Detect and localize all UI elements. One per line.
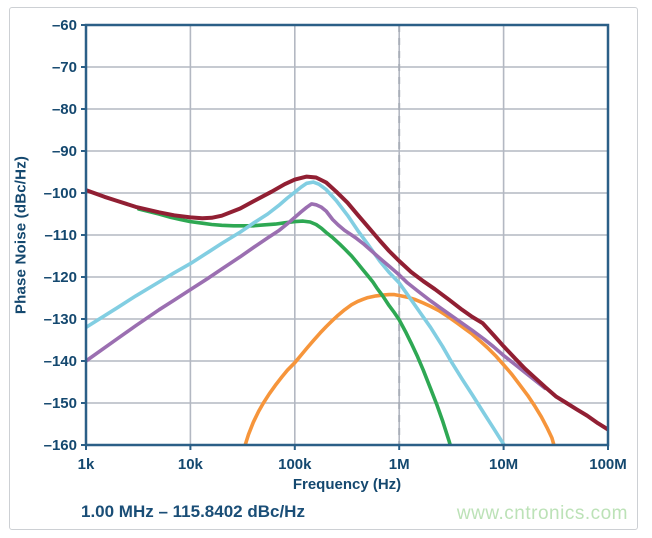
series-dark-red [86,174,608,432]
x-tick-label: 1M [389,456,410,473]
y-tick-label: –70 [52,59,77,76]
y-axis-title: Phase Noise (dBc/Hz) [12,155,30,315]
y-tick-label: –110 [44,227,77,244]
y-tick-label: –80 [52,101,77,118]
y-tick-label: –120 [44,269,77,286]
watermark-text: www.cntronics.com [456,503,628,524]
x-tick-label: 1k [78,456,95,473]
y-tick-label: –160 [44,437,77,454]
series-green [136,207,453,445]
y-tick-label: –150 [44,395,77,412]
image-border [9,7,638,530]
x-tick-label: 10k [178,456,204,473]
y-tick-label: –130 [44,311,77,328]
x-tick-label: 100k [278,456,312,473]
series-orange [243,292,556,445]
x-axis-title: Frequency (Hz) [292,476,402,493]
marker-readout-caption: 1.00 MHz – 115.8402 dBc/Hz [81,502,305,521]
y-tick-label: –100 [44,185,77,202]
x-tick-label: 10M [489,456,518,473]
y-tick-label: –90 [52,143,77,160]
y-tick-label: –140 [44,353,77,370]
series-purple [86,202,547,391]
x-tick-label: 100M [589,456,627,473]
series-cyan [86,180,507,445]
y-tick-label: –60 [52,17,77,34]
